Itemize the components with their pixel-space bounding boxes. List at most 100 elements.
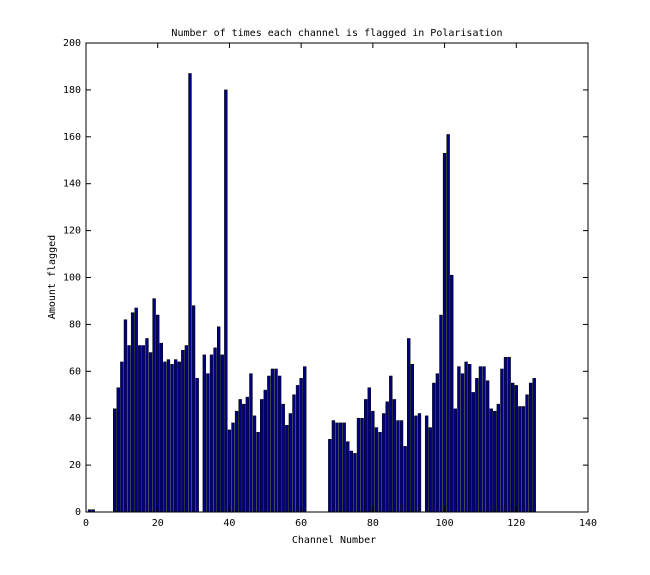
bar <box>385 401 389 513</box>
bar <box>331 420 336 513</box>
bar <box>525 394 529 513</box>
bar <box>163 361 167 513</box>
bar <box>181 349 185 513</box>
bar <box>439 314 443 513</box>
bar <box>514 385 518 513</box>
bar <box>195 378 199 513</box>
x-tick-label: 60 <box>295 518 307 529</box>
y-tick-label: 140 <box>63 179 81 190</box>
bar <box>414 415 418 513</box>
bar <box>116 387 120 513</box>
bar <box>356 417 361 513</box>
bar <box>166 359 171 513</box>
bar <box>396 420 400 513</box>
bar <box>252 415 257 513</box>
bar <box>299 378 303 513</box>
y-tick-label: 60 <box>69 366 81 377</box>
bar <box>170 364 174 513</box>
bar <box>156 314 160 513</box>
bar <box>389 375 393 513</box>
bar <box>263 389 267 513</box>
bar <box>267 375 271 513</box>
bar <box>213 347 217 513</box>
bar <box>482 366 486 513</box>
bar <box>489 408 493 513</box>
bar <box>496 403 501 513</box>
bar <box>353 453 357 513</box>
bar <box>130 312 135 513</box>
bar <box>134 307 138 513</box>
bar <box>407 338 411 513</box>
bar <box>281 403 285 513</box>
bar <box>450 274 454 513</box>
bar <box>417 413 422 513</box>
bar <box>216 326 221 513</box>
bar <box>206 373 210 513</box>
y-tick-label: 180 <box>63 85 81 96</box>
bar <box>424 415 429 513</box>
bar <box>532 378 536 513</box>
x-tick-label: 0 <box>83 518 89 529</box>
bar <box>403 446 407 513</box>
bar <box>460 373 465 513</box>
x-tick-label: 140 <box>579 518 597 529</box>
bar <box>374 427 379 513</box>
bar <box>145 338 149 513</box>
bar <box>511 382 515 513</box>
bar <box>464 361 468 513</box>
bar <box>442 152 447 513</box>
bar <box>528 382 533 513</box>
bar <box>120 361 124 513</box>
bar <box>245 396 250 513</box>
bar <box>256 432 260 513</box>
bar <box>475 378 479 513</box>
bar <box>303 366 307 513</box>
bar <box>457 366 461 513</box>
bar <box>428 427 432 513</box>
bar <box>410 364 414 513</box>
bar <box>123 319 128 513</box>
bar <box>277 375 282 513</box>
x-tick-label: 120 <box>507 518 525 529</box>
bar <box>346 441 350 513</box>
x-axis-label: Channel Number <box>292 535 376 546</box>
bar <box>234 410 239 513</box>
bar <box>191 305 196 513</box>
bar <box>224 89 228 513</box>
y-tick-label: 0 <box>75 507 81 518</box>
bar <box>338 422 343 513</box>
bar <box>349 450 354 513</box>
bar <box>159 342 163 513</box>
bar <box>493 410 497 513</box>
bar <box>381 413 386 513</box>
bar <box>364 399 368 513</box>
y-tick-label: 20 <box>69 460 81 471</box>
bar <box>148 352 153 513</box>
x-tick-label: 80 <box>367 518 379 529</box>
y-axis-label: Amount flagged <box>47 235 58 319</box>
bar <box>260 399 264 513</box>
y-tick-label: 160 <box>63 132 81 143</box>
x-tick-label: 100 <box>436 518 454 529</box>
y-tick-label: 200 <box>63 38 81 49</box>
bar <box>242 403 246 513</box>
bar <box>471 392 475 513</box>
bar <box>378 432 382 513</box>
bar <box>292 394 296 513</box>
bar <box>231 422 235 513</box>
bar <box>285 424 289 513</box>
bar <box>478 366 483 513</box>
bar <box>500 368 504 513</box>
x-tick-label: 40 <box>223 518 235 529</box>
bar <box>399 420 404 513</box>
bar <box>270 368 275 513</box>
bar <box>227 429 232 513</box>
y-tick-label: 120 <box>63 226 81 237</box>
bar <box>138 345 142 513</box>
bar <box>453 408 458 513</box>
bar <box>127 345 131 513</box>
bar <box>485 380 490 513</box>
bar <box>209 354 214 513</box>
bar <box>295 385 300 513</box>
